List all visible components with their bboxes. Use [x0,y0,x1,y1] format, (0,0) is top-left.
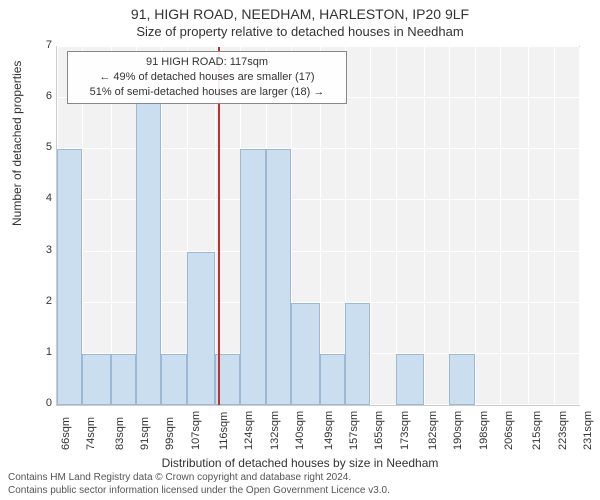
gridline-v [528,47,529,405]
info-line-3: 51% of semi-detached houses are larger (… [74,85,340,100]
y-tick-label: 4 [32,192,52,204]
x-tick-label: 215sqm [531,411,543,450]
histogram-bar [240,149,265,405]
histogram-bar [136,98,161,405]
x-tick-label: 223sqm [557,411,569,450]
x-tick-label: 149sqm [323,411,335,450]
x-tick-label: 99sqm [164,417,176,450]
x-tick-label: 173sqm [399,411,411,450]
title-sub: Size of property relative to detached ho… [0,24,600,39]
x-tick-label: 157sqm [348,411,360,450]
x-tick-label: 66sqm [60,417,72,450]
histogram-bar [187,252,215,405]
gridline-v [449,47,450,405]
histogram-bar [111,354,136,405]
x-tick-label: 198sqm [478,411,490,450]
y-tick-label: 7 [32,39,52,51]
x-axis-label: Distribution of detached houses by size … [0,456,600,470]
histogram-bar [82,354,110,405]
histogram-bar [266,149,291,405]
y-axis-label: Number of detached properties [10,61,24,226]
x-tick-label: 165sqm [373,411,385,450]
plot-area: 91 HIGH ROAD: 117sqm ← 49% of detached h… [56,46,580,406]
gridline-v [475,47,476,405]
x-tick-label: 74sqm [85,417,97,450]
y-tick-label: 3 [32,244,52,256]
gridline-v [370,47,371,405]
x-tick-label: 116sqm [218,412,230,450]
y-tick-label: 2 [32,295,52,307]
x-tick-label: 231sqm [582,411,594,450]
y-tick-label: 6 [32,90,52,102]
x-tick-label: 182sqm [427,411,439,450]
gridline-v [424,47,425,405]
x-tick-label: 140sqm [294,411,306,450]
histogram-bar [161,354,186,405]
info-line-2: ← 49% of detached houses are smaller (17… [74,70,340,85]
info-line-1: 91 HIGH ROAD: 117sqm [74,55,340,70]
histogram-bar [291,303,319,405]
y-tick-label: 0 [32,397,52,409]
footer: Contains HM Land Registry data © Crown c… [8,472,390,497]
x-tick-label: 190sqm [452,411,464,450]
gridline-v [396,47,397,405]
y-tick-label: 1 [32,346,52,358]
x-tick-label: 107sqm [190,411,202,450]
histogram-bar [57,149,82,405]
x-tick-label: 132sqm [269,411,281,450]
histogram-bar [449,354,474,405]
chart-container: 91, HIGH ROAD, NEEDHAM, HARLESTON, IP20 … [0,0,600,500]
gridline-v [554,47,555,405]
footer-line-2: Contains public sector information licen… [8,485,390,498]
y-tick-label: 5 [32,141,52,153]
title-main: 91, HIGH ROAD, NEEDHAM, HARLESTON, IP20 … [0,6,600,22]
gridline-v [500,47,501,405]
x-tick-label: 91sqm [139,417,151,450]
x-tick-label: 206sqm [503,411,515,450]
gridline-v [579,47,580,405]
histogram-bar [320,354,345,405]
x-tick-label: 83sqm [114,417,126,450]
histogram-bar [396,354,424,405]
footer-line-1: Contains HM Land Registry data © Crown c… [8,472,390,485]
histogram-bar [345,303,370,405]
x-tick-label: 124sqm [243,411,255,450]
info-box: 91 HIGH ROAD: 117sqm ← 49% of detached h… [67,51,347,104]
